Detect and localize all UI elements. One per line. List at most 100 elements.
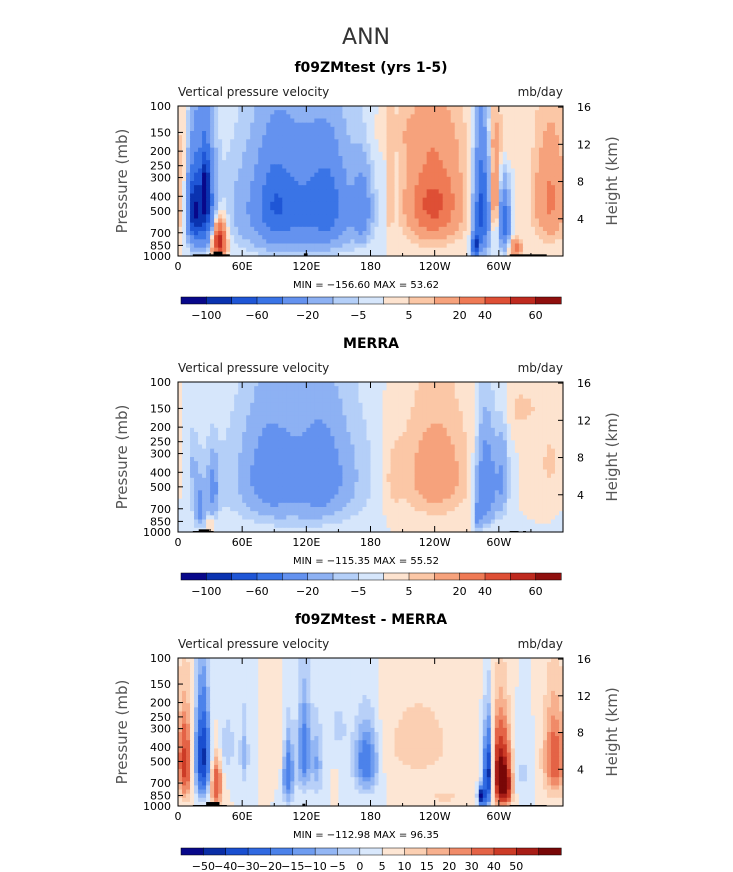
contour-cell xyxy=(542,222,548,228)
contour-cell xyxy=(386,251,392,257)
contour-cell xyxy=(210,126,215,132)
contour-cell xyxy=(558,151,564,157)
contour-cell xyxy=(346,440,352,446)
contour-cell xyxy=(438,247,444,253)
contour-cell xyxy=(302,436,307,441)
contour-cell xyxy=(322,427,327,433)
contour-cell xyxy=(298,214,303,220)
contour-cell xyxy=(454,206,460,211)
contour-cell xyxy=(510,201,516,207)
contour-cell xyxy=(182,394,187,400)
contour-cell xyxy=(530,168,536,174)
contour-cell xyxy=(178,427,183,433)
contour-cell xyxy=(290,382,295,387)
contour-cell xyxy=(306,222,311,228)
contour-cell xyxy=(246,164,251,170)
contour-cell xyxy=(198,147,203,153)
contour-cell xyxy=(226,201,231,207)
contour-cell xyxy=(506,185,512,190)
contour-cell xyxy=(246,197,251,203)
contour-cell xyxy=(526,239,532,245)
contour-cell xyxy=(202,423,207,429)
contour-cell xyxy=(494,402,500,408)
contour-cell xyxy=(426,423,432,429)
contour-cell xyxy=(266,390,271,396)
contour-cell xyxy=(386,131,392,136)
contour-cell xyxy=(318,394,323,400)
contour-cell xyxy=(434,411,440,416)
contour-cell xyxy=(510,118,516,124)
contour-cell xyxy=(246,131,251,136)
contour-cell xyxy=(198,122,203,128)
topography-mask xyxy=(192,254,230,256)
contour-cell xyxy=(266,193,271,199)
contour-cell xyxy=(178,197,183,203)
contour-cell xyxy=(338,407,344,412)
contour-cell xyxy=(350,197,356,203)
contour-cell xyxy=(282,390,287,396)
contour-cell xyxy=(418,164,424,170)
contour-cell xyxy=(374,427,380,433)
contour-cell xyxy=(502,114,508,120)
contour-cell xyxy=(274,390,279,396)
contour-cell xyxy=(374,222,380,228)
contour-cell xyxy=(394,118,400,124)
contour-cell xyxy=(242,427,247,433)
contour-cell xyxy=(490,386,496,391)
contour-cell xyxy=(306,114,311,120)
contour-cell xyxy=(438,151,444,157)
contour-cell xyxy=(238,407,243,412)
contour-cell xyxy=(262,201,267,207)
contour-cell xyxy=(558,243,564,249)
contour-cell xyxy=(474,440,480,446)
contour-cell xyxy=(530,156,536,161)
contour-cell xyxy=(278,222,283,228)
contour-cell xyxy=(306,172,311,178)
contour-cell xyxy=(398,222,404,228)
contour-cell xyxy=(370,139,376,145)
contour-cell xyxy=(350,143,356,149)
contour-cell xyxy=(462,398,468,404)
contour-cell xyxy=(186,201,191,207)
contour-cell xyxy=(510,114,516,120)
contour-cell xyxy=(506,181,512,186)
contour-cell xyxy=(434,436,440,441)
contour-cell xyxy=(526,160,532,165)
contour-cell xyxy=(250,168,255,174)
contour-cell xyxy=(518,193,524,199)
contour-cell xyxy=(534,247,540,253)
contour-cell xyxy=(422,427,428,433)
contour-cell xyxy=(490,114,496,120)
contour-cell xyxy=(262,222,267,228)
contour-cell xyxy=(278,139,283,145)
contour-cell xyxy=(550,156,556,161)
contour-cell xyxy=(182,411,187,416)
contour-cell xyxy=(526,390,532,396)
contour-cell xyxy=(438,423,444,429)
contour-cell xyxy=(250,189,255,195)
contour-cell xyxy=(522,172,528,178)
contour-cell xyxy=(462,222,468,228)
contour-cell xyxy=(282,197,287,203)
contour-cell xyxy=(558,164,564,170)
contour-cell xyxy=(350,386,356,391)
contour-cell xyxy=(294,440,299,446)
contour-cell xyxy=(278,243,283,249)
contour-cell xyxy=(542,151,548,157)
contour-cell xyxy=(234,398,239,404)
contour-cell xyxy=(382,436,388,441)
contour-cell xyxy=(310,197,315,203)
contour-cell xyxy=(354,402,360,408)
contour-cell xyxy=(426,118,432,124)
contour-cell xyxy=(330,398,336,404)
contour-cell xyxy=(258,156,263,161)
contour-cell xyxy=(558,415,564,421)
contour-cell xyxy=(206,185,211,190)
contour-cell xyxy=(538,181,544,186)
contour-cell xyxy=(438,427,444,433)
contour-cell xyxy=(318,218,323,224)
contour-cell xyxy=(354,415,360,421)
contour-cell xyxy=(486,172,492,178)
contour-cell xyxy=(178,218,183,224)
contour-cell xyxy=(198,398,203,404)
